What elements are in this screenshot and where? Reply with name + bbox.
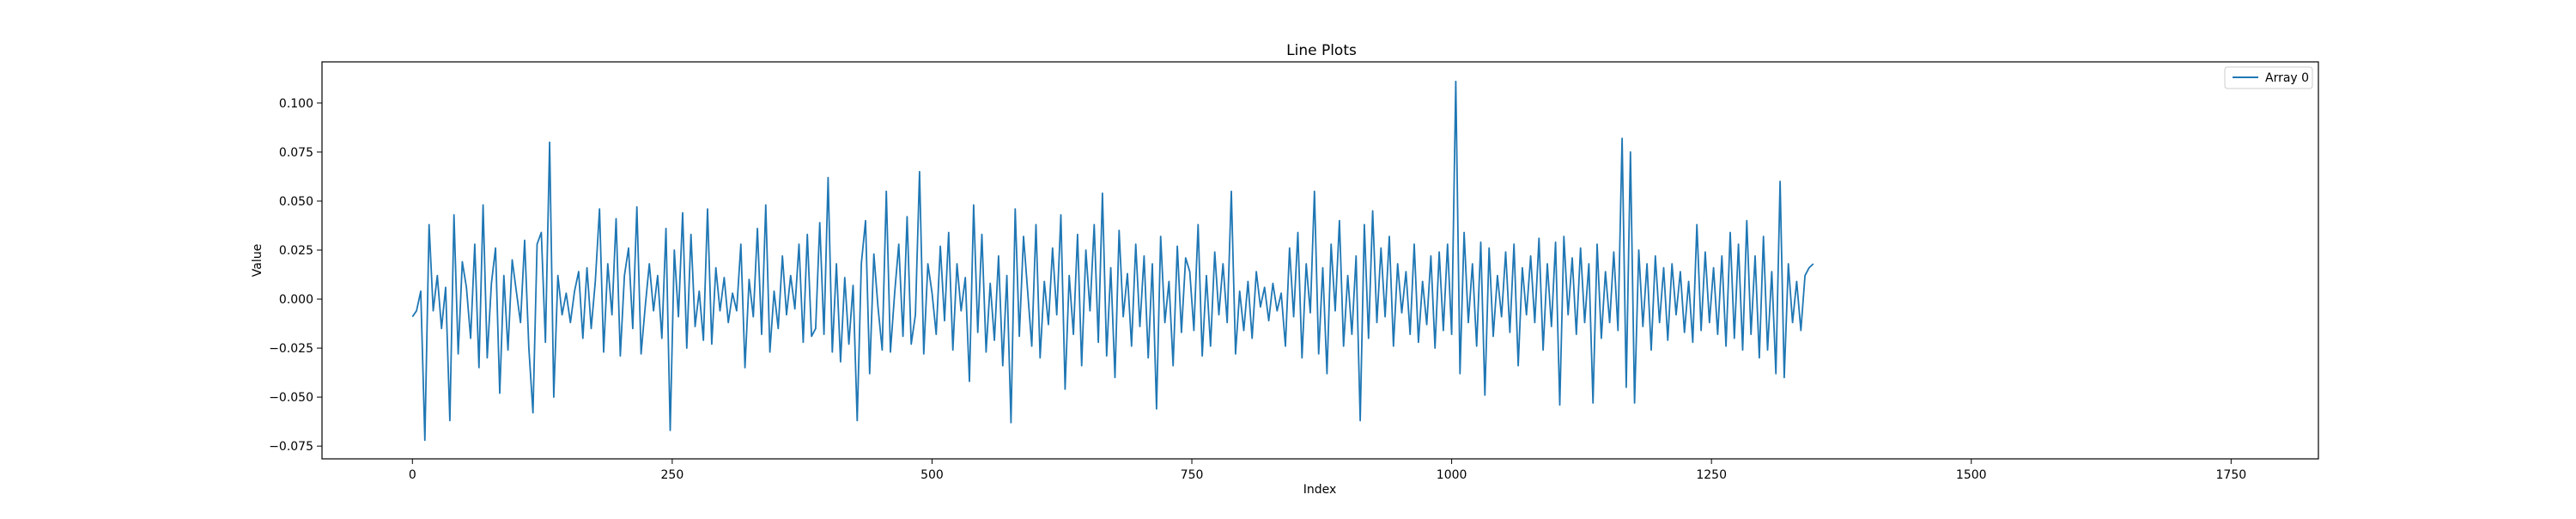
y-tick-label: 0.100 — [279, 97, 313, 111]
y-tick-label: 0.050 — [279, 195, 313, 209]
chart-title: Line Plots — [1286, 42, 1357, 59]
y-tick-label: −0.075 — [269, 440, 313, 454]
legend-label-array-0: Array 0 — [2265, 71, 2309, 85]
x-axis-ticks: 0 250 500 750 1000 1250 1500 1750 — [409, 459, 2246, 482]
x-tick-label: 500 — [920, 468, 944, 482]
x-tick-label: 1250 — [1696, 468, 1727, 482]
y-tick-label: −0.025 — [269, 342, 313, 356]
x-tick-label: 750 — [1181, 468, 1204, 482]
y-tick-label: 0.000 — [279, 293, 313, 307]
y-tick-label: 0.075 — [279, 146, 313, 160]
legend: Array 0 — [2224, 66, 2313, 89]
plot-area-frame — [321, 61, 2319, 460]
x-tick-label: 0 — [409, 468, 416, 482]
y-tick-label: 0.025 — [279, 244, 313, 258]
x-tick-label: 1000 — [1437, 468, 1467, 482]
y-axis-ticks: −0.075 −0.050 −0.025 0.000 0.025 0.050 0.075 0.… — [269, 97, 322, 454]
series-line-array-0 — [411, 80, 1814, 442]
x-tick-label: 1750 — [2216, 468, 2247, 482]
x-axis-label: Index — [1303, 483, 1337, 497]
x-tick-label: 250 — [661, 468, 684, 482]
legend-box — [2224, 66, 2313, 89]
y-axis-label: Value — [251, 244, 264, 277]
x-tick-label: 1500 — [1956, 468, 1987, 482]
y-tick-label: −0.050 — [269, 391, 313, 405]
